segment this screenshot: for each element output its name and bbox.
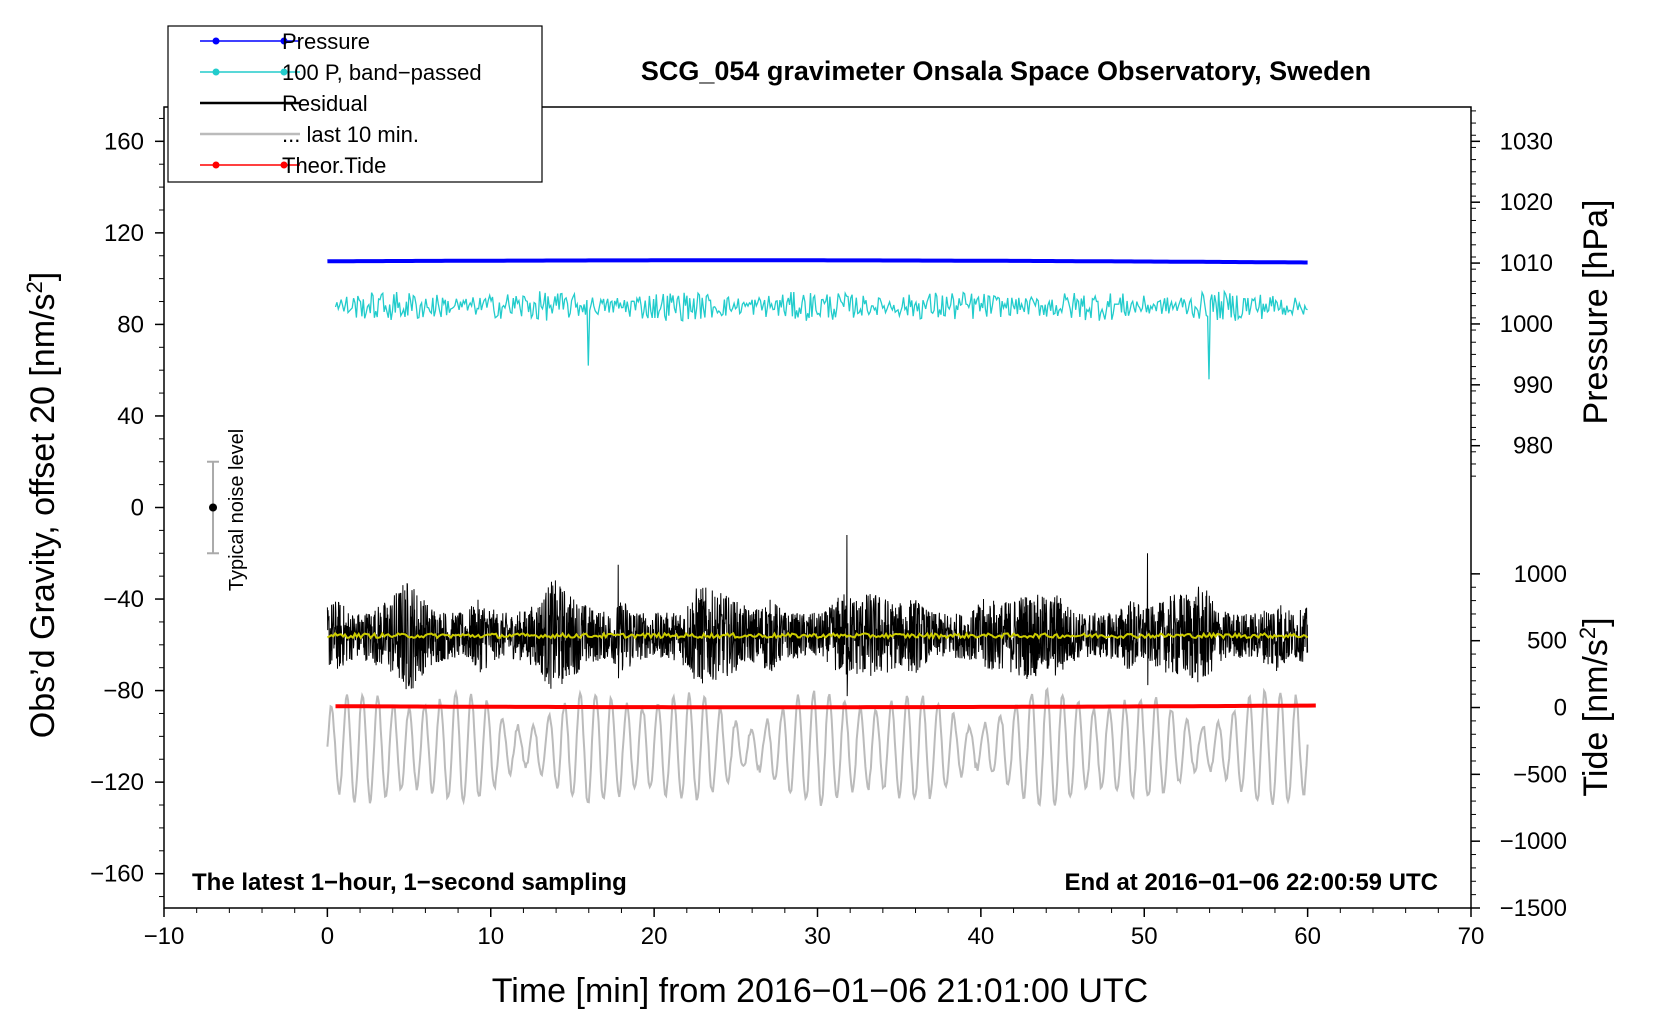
y-axis-left-title-sup: 2 <box>22 281 47 293</box>
legend-label: Theor.Tide <box>282 153 386 178</box>
legend-marker <box>280 37 288 45</box>
x-tick-label: 40 <box>968 923 995 950</box>
y-pressure-tick-label: 1030 <box>1500 128 1553 155</box>
y-tide-tick-label: 500 <box>1527 628 1567 655</box>
y-left-tick-label: −40 <box>103 586 144 613</box>
x-tick-label: 20 <box>641 923 668 950</box>
y-tide-tick-label: −1500 <box>1500 895 1567 922</box>
y-axis-pressure-title: Pressure [hPa] <box>1577 200 1615 425</box>
annotation-sampling: The latest 1−hour, 1−second sampling <box>192 869 627 896</box>
x-tick-label: 0 <box>321 923 334 950</box>
y-left-tick-label: −80 <box>103 678 144 705</box>
y-left-tick-label: −120 <box>90 769 144 796</box>
y-pressure-tick-label: 980 <box>1513 433 1553 460</box>
series-line-pressure <box>327 258 1308 265</box>
y-pressure-tick-label: 1010 <box>1500 250 1553 277</box>
legend-label: Residual <box>282 91 368 116</box>
legend-label: Pressure <box>282 29 370 54</box>
y-axis-tide-title-sup: 2 <box>1575 627 1600 639</box>
y-pressure-tick-label: 990 <box>1513 372 1553 399</box>
y-left-tick-label: 160 <box>104 128 144 155</box>
x-tick-label: 60 <box>1294 923 1321 950</box>
noise-level-label: Typical noise level <box>226 429 248 591</box>
x-tick-label: 50 <box>1131 923 1158 950</box>
series-line-smoothed-residual <box>327 631 1309 640</box>
series-line-band-passed-pressure <box>334 289 1308 380</box>
legend-label: 100 P, band−passed <box>282 60 482 85</box>
legend-marker <box>212 68 220 76</box>
chart-title: SCG_054 gravimeter Onsala Space Observat… <box>641 56 1371 86</box>
legend-label: ... last 10 min. <box>282 122 419 147</box>
x-axis-title: Time [min] from 2016−01−06 21:01:00 UTC <box>492 972 1148 1010</box>
y-axis-tide-title-main: Tide [nm/s <box>1577 639 1615 796</box>
x-tick-label: 30 <box>804 923 831 950</box>
y-tide-tick-label: −500 <box>1513 761 1567 788</box>
legend-marker <box>212 161 220 169</box>
y-axis-left-title-main: Obs’d Gravity, offset 20 [nm/s <box>24 294 62 739</box>
legend-marker <box>212 37 220 45</box>
series-line-theoretical-tide <box>335 703 1316 710</box>
annotation-end-time: End at 2016−01−06 22:00:59 UTC <box>1064 869 1438 896</box>
series-line-residual <box>326 534 1309 697</box>
y-left-tick-label: 40 <box>117 403 144 430</box>
x-tick-label: 10 <box>477 923 504 950</box>
legend: Pressure 100 P, band−passed Residual ... la… <box>167 25 543 183</box>
y-axis-tide-title: Tide [nm/s2] <box>1575 617 1615 796</box>
series-line-last-10-min <box>326 686 1309 807</box>
y-pressure-tick-label: 1020 <box>1500 189 1553 216</box>
noise-level-center-point <box>209 503 218 512</box>
x-tick-label: −10 <box>144 923 185 950</box>
y-axis-left-title: Obs’d Gravity, offset 20 [nm/s2] <box>22 272 62 738</box>
y-tide-tick-label: 0 <box>1554 695 1567 722</box>
y-pressure-tick-label: 1000 <box>1500 311 1553 338</box>
y-tide-tick-label: 1000 <box>1514 561 1567 588</box>
y-tide-tick-label: −1000 <box>1500 828 1567 855</box>
legend-marker <box>280 161 288 169</box>
y-left-tick-label: −160 <box>90 861 144 888</box>
y-axis-tide-title-close: ] <box>1577 617 1615 626</box>
y-left-tick-label: 80 <box>117 311 144 338</box>
y-left-tick-label: 0 <box>131 495 144 522</box>
y-axis-left-title-close: ] <box>24 272 62 281</box>
y-left-tick-label: 120 <box>104 220 144 247</box>
plot-area: −10 0 10 20 30 40 50 60 7016012080400−40−80−120−… <box>90 106 1567 950</box>
x-tick-label: 70 <box>1458 923 1485 950</box>
legend-marker <box>280 68 288 76</box>
